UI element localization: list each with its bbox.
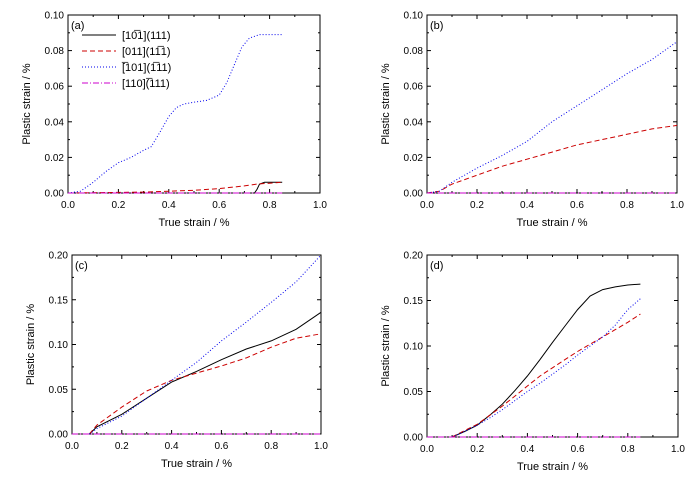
x-tick-label: 0.6 bbox=[212, 200, 226, 211]
y-tick-label: 0.00 bbox=[404, 189, 424, 200]
legend: [10̅1](111) [011](11̅1) [̅101](1̅11) [110](… bbox=[82, 30, 171, 90]
chart-panel-d: 0.0 0.2 0.4 0.6 0.8 1.0 0.00 0.05 0.10 0.15 0.20 Tr… bbox=[380, 251, 685, 474]
x-axis-label: True strain / % bbox=[158, 217, 229, 229]
x-tick-label: 1.0 bbox=[314, 441, 328, 452]
y-axis-label: Plastic strain / % bbox=[25, 304, 37, 386]
y-tick-label: 0.20 bbox=[404, 251, 424, 262]
y-tick-label: 0.05 bbox=[49, 385, 69, 396]
chart-panel-a: 0.0 0.2 0.4 0.6 0.8 1.0 0.00 0.02 0.04 0.06 0.08 0.… bbox=[21, 11, 327, 230]
y-tick-label: 0.10 bbox=[404, 342, 424, 353]
y-tick-label: 0.00 bbox=[45, 189, 65, 200]
y-tick-label: 0.06 bbox=[404, 82, 424, 93]
y-tick-label: 0.02 bbox=[404, 153, 424, 164]
panel-label: (c) bbox=[75, 260, 88, 272]
y-axis-label: Plastic strain / % bbox=[380, 63, 392, 145]
y-tick-label: 0.06 bbox=[45, 82, 65, 93]
x-tick-label: 0.4 bbox=[162, 200, 176, 211]
y-tick-label: 0.10 bbox=[404, 11, 424, 22]
y-axis-label: Plastic strain / % bbox=[21, 63, 33, 145]
x-tick-label: 0.2 bbox=[470, 444, 484, 455]
series-line-1 bbox=[451, 283, 641, 438]
x-tick-label: 0.0 bbox=[420, 200, 434, 211]
x-tick-label: 0.4 bbox=[520, 444, 534, 455]
y-tick-label: 0.08 bbox=[45, 46, 65, 57]
y-tick-label: 0.10 bbox=[45, 11, 65, 22]
x-tick-label: 0.2 bbox=[111, 200, 125, 211]
x-tick-label: 0.8 bbox=[620, 200, 634, 211]
x-tick-label: 0.0 bbox=[61, 200, 75, 211]
y-tick-label: 0.15 bbox=[404, 296, 424, 307]
y-tick-label: 0.00 bbox=[404, 433, 424, 444]
x-axis-label: True strain / % bbox=[161, 458, 232, 470]
series-line-3 bbox=[426, 41, 678, 194]
x-tick-label: 1.0 bbox=[670, 200, 684, 211]
y-axis-label: Plastic strain / % bbox=[380, 305, 392, 387]
series-line-2 bbox=[89, 333, 322, 435]
panel-label: (a) bbox=[71, 20, 84, 32]
series-line-2 bbox=[426, 124, 678, 194]
plot-frame bbox=[71, 254, 322, 435]
x-tick-label: 1.0 bbox=[313, 200, 327, 211]
series-line-1 bbox=[89, 311, 322, 435]
chart-panel-b: 0.0 0.2 0.4 0.6 0.8 1.0 0.00 0.02 0.04 0.06 0.08 0.… bbox=[380, 11, 684, 230]
y-tick-label: 0.20 bbox=[49, 251, 69, 262]
x-tick-label: 0.2 bbox=[470, 200, 484, 211]
x-tick-label: 0.4 bbox=[520, 200, 534, 211]
x-tick-label: 0.0 bbox=[420, 444, 434, 455]
series-line-3 bbox=[67, 34, 283, 194]
x-tick-label: 0.6 bbox=[570, 200, 584, 211]
x-tick-label: 0.4 bbox=[165, 441, 179, 452]
plot-frame bbox=[426, 254, 679, 438]
y-tick-label: 0.02 bbox=[45, 153, 65, 164]
series-line-3 bbox=[451, 298, 641, 438]
x-tick-label: 0.6 bbox=[214, 441, 228, 452]
legend-label: [̅101](1̅11) bbox=[121, 62, 171, 74]
series-line-1 bbox=[68, 181, 283, 194]
y-tick-label: 0.05 bbox=[404, 387, 424, 398]
panel-label: (d) bbox=[430, 260, 443, 272]
y-tick-label: 0.04 bbox=[404, 117, 424, 128]
x-tick-label: 0.0 bbox=[65, 441, 79, 452]
y-tick-label: 0.00 bbox=[49, 430, 69, 441]
y-tick-label: 0.10 bbox=[49, 340, 69, 351]
y-tick-label: 0.04 bbox=[45, 117, 65, 128]
x-axis-label: True strain / % bbox=[517, 461, 588, 473]
x-tick-label: 1.0 bbox=[671, 444, 685, 455]
legend-label: [10̅1](111) bbox=[122, 30, 171, 42]
series-line-2 bbox=[67, 181, 283, 194]
x-tick-label: 0.8 bbox=[264, 441, 278, 452]
series-line-3 bbox=[89, 254, 322, 435]
series-line-2 bbox=[451, 313, 641, 438]
plot-frame bbox=[67, 14, 321, 194]
x-tick-label: 0.2 bbox=[115, 441, 129, 452]
x-tick-label: 0.6 bbox=[571, 444, 585, 455]
panel-label: (b) bbox=[430, 20, 443, 32]
plot-frame bbox=[426, 14, 678, 194]
legend-label: [110](̅111) bbox=[122, 78, 170, 90]
x-tick-label: 0.8 bbox=[263, 200, 277, 211]
y-tick-label: 0.15 bbox=[49, 295, 69, 306]
legend-label: [011](11̅1) bbox=[122, 46, 171, 58]
x-tick-label: 0.8 bbox=[621, 444, 635, 455]
chart-panel-c: 0.0 0.2 0.4 0.6 0.8 1.0 0.00 0.05 0.10 0.15 0.20 Tr… bbox=[25, 251, 328, 471]
x-axis-label: True strain / % bbox=[516, 217, 587, 229]
y-tick-label: 0.08 bbox=[404, 46, 424, 57]
